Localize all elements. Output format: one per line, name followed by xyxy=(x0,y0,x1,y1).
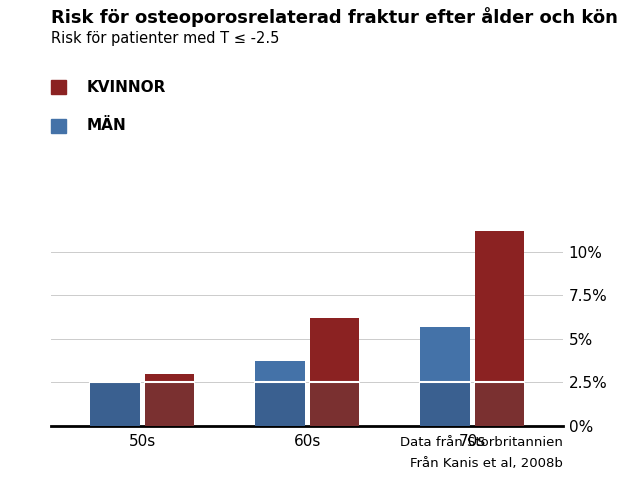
Bar xyxy=(255,382,305,426)
Text: Data från Storbritannien: Data från Storbritannien xyxy=(401,436,563,449)
Bar xyxy=(310,318,359,382)
Bar xyxy=(255,362,305,382)
Bar xyxy=(145,382,194,426)
Bar xyxy=(420,327,470,382)
Text: KVINNOR: KVINNOR xyxy=(86,80,166,94)
Text: Risk för patienter med T ≤ -2.5: Risk för patienter med T ≤ -2.5 xyxy=(51,31,280,46)
Bar xyxy=(145,374,194,382)
Bar xyxy=(475,382,524,426)
Bar xyxy=(90,382,140,426)
Bar xyxy=(420,382,470,426)
Text: MÄN: MÄN xyxy=(86,119,126,133)
Bar xyxy=(475,231,524,382)
Text: Från Kanis et al, 2008b: Från Kanis et al, 2008b xyxy=(410,457,563,470)
Bar xyxy=(310,382,359,426)
Text: Risk för osteoporosrelaterad fraktur efter ålder och kön: Risk för osteoporosrelaterad fraktur eft… xyxy=(51,7,618,27)
